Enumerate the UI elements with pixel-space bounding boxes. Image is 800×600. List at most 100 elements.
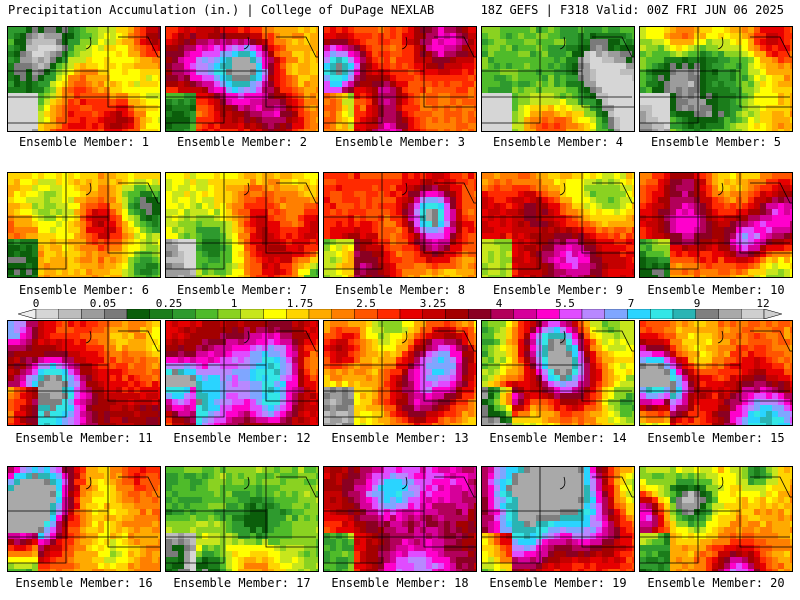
ensemble-member-map: [323, 26, 477, 132]
state-boundary-line: [640, 365, 699, 418]
colorbar-tick-label: 1: [230, 297, 238, 310]
colorbar-tick-label: 0.05: [89, 297, 117, 310]
state-boundary-line: [592, 330, 634, 352]
ensemble-member-label: Ensemble Member: 7: [176, 283, 308, 297]
state-boundary-line: [85, 476, 92, 490]
colorbar-swatch: [468, 309, 492, 319]
state-boundary-line: [750, 182, 792, 204]
ensemble-member-label: Ensemble Member: 1: [18, 135, 150, 149]
ensemble-member-label: Ensemble Member: 14: [489, 431, 627, 445]
colorbar-swatch: [308, 309, 332, 319]
state-boundary-line: [8, 365, 67, 418]
ensemble-member-label: Ensemble Member: 4: [492, 135, 624, 149]
colorbar-swatch: [627, 309, 651, 319]
colorbar-swatch: [149, 309, 173, 319]
state-boundary-line: [107, 217, 160, 254]
state-boundary-line: [324, 365, 383, 418]
state-boundary-line: [640, 71, 699, 124]
colorbar-swatch: [672, 309, 696, 319]
ensemble-member-map: [639, 320, 793, 426]
state-boundary-line: [559, 36, 566, 50]
state-boundary-line: [166, 71, 225, 124]
colorbar-tick-label: 7: [627, 297, 635, 310]
state-boundary-line: [401, 182, 408, 196]
ensemble-member-map: [481, 466, 635, 572]
state-boundary-line: [401, 330, 408, 344]
state-boundary-line: [592, 182, 634, 204]
state-boundary-line: [324, 71, 383, 124]
state-boundary-line: [324, 217, 383, 270]
state-boundary-line: [434, 476, 476, 498]
state-boundary-line: [592, 36, 634, 58]
state-boundary-line: [276, 36, 318, 58]
state-boundary-line: [717, 182, 724, 196]
ensemble-member-map: [165, 26, 319, 132]
ensemble-member-map: [481, 26, 635, 132]
state-boundary-line: [592, 476, 634, 498]
state-boundary-line: [166, 511, 225, 564]
state-boundary-line: [166, 365, 225, 418]
state-boundary-line: [118, 182, 160, 204]
colorbar-swatch: [104, 309, 128, 319]
ensemble-member-label: Ensemble Member: 11: [15, 431, 153, 445]
state-boundary-line: [717, 330, 724, 344]
colorbar-swatch: [422, 309, 446, 319]
state-boundary-line: [118, 36, 160, 58]
state-boundary-line: [581, 217, 634, 254]
state-boundary-line: [581, 365, 634, 402]
page-title: Precipitation Accumulation (in.) | Colle…: [8, 3, 435, 17]
state-boundary-line: [423, 71, 476, 108]
state-boundary-line: [85, 182, 92, 196]
state-boundary-line: [276, 476, 318, 498]
state-boundary-line: [717, 476, 724, 490]
state-boundary-line: [640, 217, 699, 270]
state-boundary-line: [434, 36, 476, 58]
ensemble-member-label: Ensemble Member: 13: [331, 431, 469, 445]
ensemble-member-label: Ensemble Member: 16: [15, 576, 153, 590]
state-boundary-line: [739, 217, 792, 254]
colorbar-swatch: [172, 309, 196, 319]
colorbar-tick-label: 5.5: [555, 297, 575, 310]
model-run-info: 18Z GEFS | F318 Valid: 00Z FRI JUN 06 20…: [480, 3, 784, 17]
colorbar-swatch: [35, 309, 59, 319]
ensemble-member-map: [639, 26, 793, 132]
ensemble-member-label: Ensemble Member: 18: [331, 576, 469, 590]
state-boundary-line: [166, 217, 225, 270]
colorbar-swatch: [490, 309, 514, 319]
state-boundary-line: [107, 71, 160, 108]
colorbar-swatch: [604, 309, 628, 319]
colorbar-tick-label: 0: [32, 297, 40, 310]
colorbar-swatch: [240, 309, 264, 319]
state-boundary-line: [243, 330, 250, 344]
state-boundary-line: [276, 182, 318, 204]
colorbar-swatch: [331, 309, 355, 319]
ensemble-member-map: [639, 172, 793, 278]
state-boundary-line: [401, 476, 408, 490]
state-boundary-line: [8, 511, 67, 564]
state-boundary-line: [243, 476, 250, 490]
ensemble-member-map: [7, 466, 161, 572]
colorbar-tick-label: 2.5: [356, 297, 376, 310]
state-boundary-line: [739, 71, 792, 108]
colorbar-swatch: [399, 309, 423, 319]
ensemble-member-map: [481, 172, 635, 278]
ensemble-member-map: [7, 26, 161, 132]
colorbar-swatch: [286, 309, 310, 319]
colorbar-swatch: [718, 309, 742, 319]
ensemble-member-map: [323, 172, 477, 278]
ensemble-member-label: Ensemble Member: 12: [173, 431, 311, 445]
colorbar-swatch: [263, 309, 287, 319]
state-boundary-line: [265, 511, 318, 548]
colorbar-swatch: [695, 309, 719, 319]
state-boundary-line: [423, 511, 476, 548]
ensemble-member-label: Ensemble Member: 8: [334, 283, 466, 297]
state-boundary-line: [482, 71, 541, 124]
colorbar-swatch: [741, 309, 765, 319]
ensemble-member-map: [323, 466, 477, 572]
colorbar-tick-label: 3.25: [419, 297, 447, 310]
state-boundary-line: [118, 476, 160, 498]
colorbar: [18, 309, 782, 319]
ensemble-member-map: [481, 320, 635, 426]
colorbar-swatch: [513, 309, 537, 319]
ensemble-member-map: [165, 466, 319, 572]
